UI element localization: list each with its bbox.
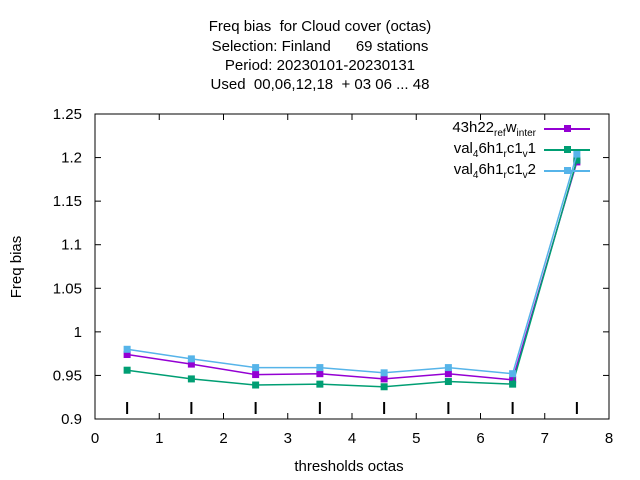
- y-tick-label: 1.15: [53, 193, 82, 210]
- legend-swatch-2: [544, 145, 590, 155]
- y-tick-label: 1.2: [61, 150, 82, 167]
- y-tick-label: 0.9: [61, 411, 82, 428]
- y-tick-label: 1.05: [53, 280, 82, 297]
- data-point: [252, 371, 260, 379]
- title-line-2: Selection: Finland 69 stations: [211, 38, 429, 55]
- data-point: [187, 355, 195, 363]
- series-line-3: [126, 153, 578, 375]
- legend-item-2: val46h1rc1v1: [452, 139, 590, 160]
- data-point: [509, 380, 517, 388]
- y-axis-label: Freq bias: [8, 236, 25, 299]
- legend-label-2: val46h1rc1v1: [453, 139, 536, 160]
- series-line-2: [126, 159, 578, 388]
- x-tick-label: 5: [412, 430, 420, 447]
- x-tick-label: 7: [541, 430, 549, 447]
- legend-item-3: val46h1rc1v2: [452, 160, 590, 181]
- legend: 43h22refw​inter val46h1rc1v1 val46h1rc1v…: [452, 118, 590, 181]
- data-point: [252, 381, 260, 389]
- data-point: [187, 360, 195, 368]
- ticks: 0 1 2 3 4 5 6 7 8 0.9 0.95 1 1.05 1.1 1.15 1.2 1.25: [53, 106, 613, 447]
- data-point: [444, 378, 452, 386]
- series-line-1: [126, 161, 578, 381]
- series-marks: [123, 150, 581, 391]
- y-tick-label: 1.25: [53, 106, 82, 123]
- data-point: [123, 366, 131, 374]
- legend-swatch-3: [544, 166, 590, 176]
- legend-item-1: 43h22refw​inter: [452, 118, 590, 139]
- x-tick-label: 3: [284, 430, 292, 447]
- data-point: [444, 370, 452, 378]
- data-point: [380, 383, 388, 391]
- y-tick-label: 1: [74, 324, 82, 341]
- x-axis-label: thresholds octas: [294, 458, 403, 475]
- x-tick-label: 6: [476, 430, 484, 447]
- data-point: [123, 351, 131, 359]
- data-point: [573, 150, 581, 158]
- data-point: [252, 364, 260, 372]
- data-point: [573, 156, 581, 164]
- x-tick-label: 8: [605, 430, 613, 447]
- data-point: [444, 364, 452, 372]
- title-line-3: Period: 20230101-20230131: [224, 57, 416, 74]
- x-tick-label: 4: [348, 430, 356, 447]
- data-point: [123, 345, 131, 353]
- data-point: [316, 370, 324, 378]
- y-tick-label: 0.95: [53, 367, 82, 384]
- data-point: [187, 375, 195, 383]
- data-point: [380, 375, 388, 383]
- legend-label-1: 43h22refw​inter: [452, 118, 536, 139]
- title-line-4: Used 00,06,12,18 + 03 06 ... 48: [210, 76, 430, 93]
- data-point: [509, 376, 517, 384]
- legend-swatch-1: [544, 124, 590, 134]
- x-tick-label: 1: [155, 430, 163, 447]
- x-tick-label: 2: [219, 430, 227, 447]
- legend-label-3: val46h1rc1v2: [453, 160, 536, 181]
- y-tick-label: 1.1: [61, 237, 82, 254]
- data-point: [380, 369, 388, 377]
- title-line-1: Freq bias for Cloud cover (octas): [208, 18, 432, 35]
- x-tick-label: 0: [91, 430, 99, 447]
- data-point: [316, 364, 324, 372]
- data-point: [509, 370, 517, 378]
- data-point: [316, 380, 324, 388]
